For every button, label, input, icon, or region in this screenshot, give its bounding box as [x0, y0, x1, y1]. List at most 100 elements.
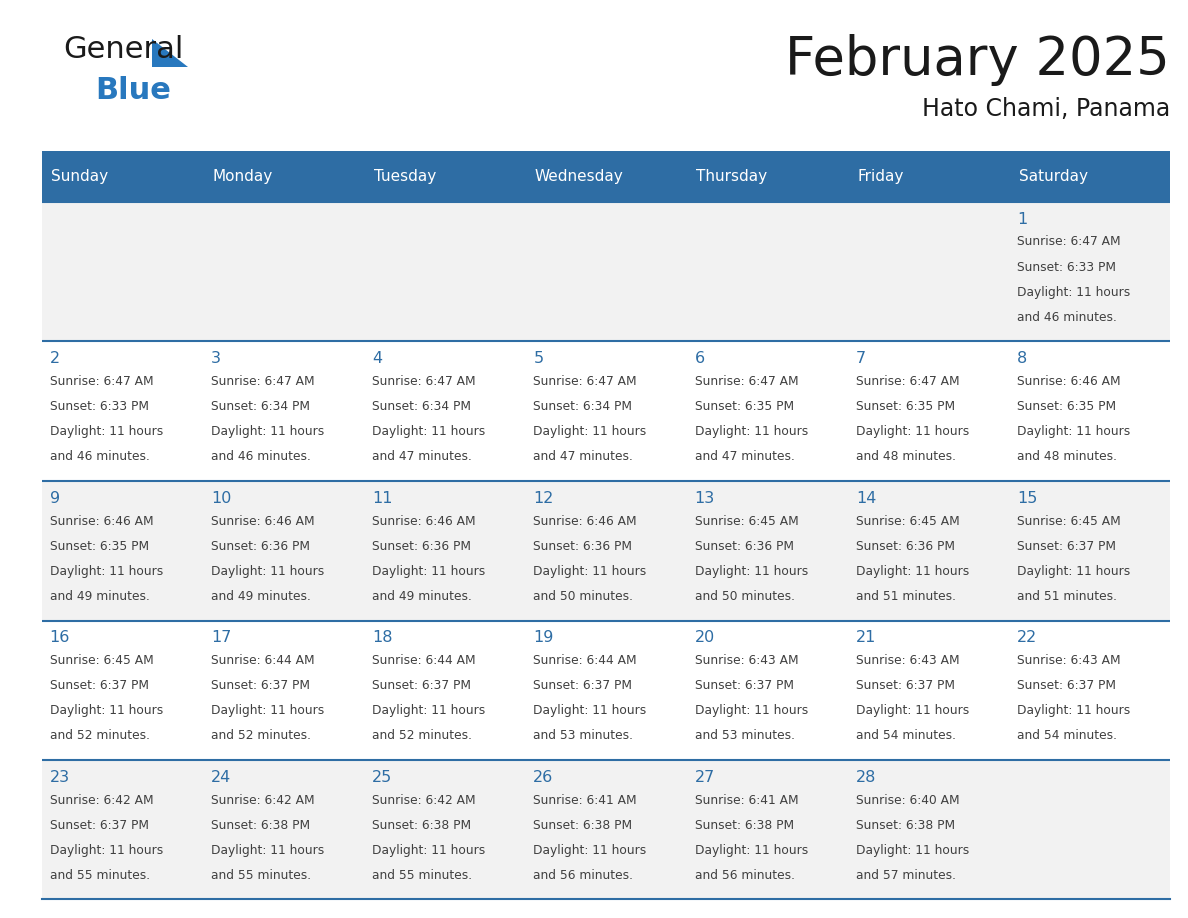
Text: Sunrise: 6:42 AM: Sunrise: 6:42 AM	[372, 793, 475, 807]
Text: and 50 minutes.: and 50 minutes.	[533, 590, 633, 603]
Text: Daylight: 11 hours: Daylight: 11 hours	[855, 844, 969, 856]
Text: Daylight: 11 hours: Daylight: 11 hours	[533, 704, 646, 717]
Text: Sunrise: 6:41 AM: Sunrise: 6:41 AM	[533, 793, 637, 807]
Text: and 55 minutes.: and 55 minutes.	[50, 869, 150, 882]
Text: Sunrise: 6:47 AM: Sunrise: 6:47 AM	[533, 375, 637, 388]
Text: Daylight: 11 hours: Daylight: 11 hours	[695, 565, 808, 577]
Text: Sunset: 6:37 PM: Sunset: 6:37 PM	[1017, 679, 1116, 692]
Text: Sunrise: 6:47 AM: Sunrise: 6:47 AM	[1017, 235, 1120, 249]
Text: 1: 1	[1017, 212, 1028, 227]
Text: Daylight: 11 hours: Daylight: 11 hours	[1017, 704, 1130, 717]
Text: Sunset: 6:35 PM: Sunset: 6:35 PM	[1017, 400, 1117, 413]
Text: Daylight: 11 hours: Daylight: 11 hours	[210, 565, 324, 577]
Text: Sunset: 6:33 PM: Sunset: 6:33 PM	[1017, 261, 1116, 274]
Text: and 46 minutes.: and 46 minutes.	[210, 451, 311, 464]
Text: 18: 18	[372, 631, 392, 645]
Text: 28: 28	[855, 770, 877, 785]
Text: Saturday: Saturday	[1018, 169, 1088, 185]
Text: Sunset: 6:38 PM: Sunset: 6:38 PM	[372, 819, 472, 832]
Text: and 51 minutes.: and 51 minutes.	[1017, 590, 1117, 603]
Text: and 53 minutes.: and 53 minutes.	[695, 730, 795, 743]
Text: Sunset: 6:36 PM: Sunset: 6:36 PM	[533, 540, 632, 553]
Text: and 50 minutes.: and 50 minutes.	[695, 590, 795, 603]
Text: Sunset: 6:37 PM: Sunset: 6:37 PM	[372, 679, 472, 692]
Text: Sunrise: 6:43 AM: Sunrise: 6:43 AM	[855, 654, 960, 667]
Text: Sunset: 6:37 PM: Sunset: 6:37 PM	[533, 679, 632, 692]
Text: 6: 6	[695, 352, 704, 366]
Text: and 48 minutes.: and 48 minutes.	[855, 451, 956, 464]
Text: Sunset: 6:36 PM: Sunset: 6:36 PM	[210, 540, 310, 553]
Text: Sunset: 6:38 PM: Sunset: 6:38 PM	[855, 819, 955, 832]
Text: and 47 minutes.: and 47 minutes.	[372, 451, 472, 464]
Text: and 47 minutes.: and 47 minutes.	[695, 451, 795, 464]
Text: Daylight: 11 hours: Daylight: 11 hours	[533, 425, 646, 438]
Text: Sunrise: 6:47 AM: Sunrise: 6:47 AM	[695, 375, 798, 388]
Text: Sunrise: 6:46 AM: Sunrise: 6:46 AM	[372, 514, 475, 528]
Text: and 53 minutes.: and 53 minutes.	[533, 730, 633, 743]
Text: Sunrise: 6:43 AM: Sunrise: 6:43 AM	[695, 654, 798, 667]
Text: 25: 25	[372, 770, 392, 785]
Text: and 57 minutes.: and 57 minutes.	[855, 869, 956, 882]
Text: Hato Chami, Panama: Hato Chami, Panama	[922, 96, 1170, 121]
Text: Sunset: 6:38 PM: Sunset: 6:38 PM	[695, 819, 794, 832]
Text: Daylight: 11 hours: Daylight: 11 hours	[533, 844, 646, 856]
Text: Sunrise: 6:45 AM: Sunrise: 6:45 AM	[695, 514, 798, 528]
Text: Sunset: 6:34 PM: Sunset: 6:34 PM	[210, 400, 310, 413]
Text: 24: 24	[210, 770, 232, 785]
Text: 19: 19	[533, 631, 554, 645]
Text: and 54 minutes.: and 54 minutes.	[855, 730, 956, 743]
Text: Daylight: 11 hours: Daylight: 11 hours	[210, 704, 324, 717]
Text: Sunset: 6:38 PM: Sunset: 6:38 PM	[533, 819, 632, 832]
Text: and 56 minutes.: and 56 minutes.	[533, 869, 633, 882]
Text: and 52 minutes.: and 52 minutes.	[372, 730, 472, 743]
Text: Daylight: 11 hours: Daylight: 11 hours	[1017, 425, 1130, 438]
Text: Daylight: 11 hours: Daylight: 11 hours	[695, 704, 808, 717]
Text: and 47 minutes.: and 47 minutes.	[533, 451, 633, 464]
Text: and 52 minutes.: and 52 minutes.	[50, 730, 150, 743]
Text: Sunrise: 6:46 AM: Sunrise: 6:46 AM	[50, 514, 153, 528]
Polygon shape	[152, 39, 188, 67]
Text: Sunrise: 6:47 AM: Sunrise: 6:47 AM	[50, 375, 153, 388]
Text: Daylight: 11 hours: Daylight: 11 hours	[50, 844, 163, 856]
Text: 5: 5	[533, 352, 543, 366]
Text: Sunset: 6:35 PM: Sunset: 6:35 PM	[855, 400, 955, 413]
Text: and 46 minutes.: and 46 minutes.	[1017, 311, 1117, 324]
Text: 27: 27	[695, 770, 715, 785]
Text: Daylight: 11 hours: Daylight: 11 hours	[695, 844, 808, 856]
Text: and 48 minutes.: and 48 minutes.	[1017, 451, 1117, 464]
Text: and 52 minutes.: and 52 minutes.	[210, 730, 311, 743]
Text: Thursday: Thursday	[696, 169, 767, 185]
Text: Sunset: 6:36 PM: Sunset: 6:36 PM	[695, 540, 794, 553]
Text: Daylight: 11 hours: Daylight: 11 hours	[210, 844, 324, 856]
Text: Sunrise: 6:44 AM: Sunrise: 6:44 AM	[533, 654, 637, 667]
Text: 11: 11	[372, 491, 392, 506]
Text: Sunrise: 6:45 AM: Sunrise: 6:45 AM	[50, 654, 153, 667]
Text: Sunrise: 6:45 AM: Sunrise: 6:45 AM	[1017, 514, 1120, 528]
Text: Daylight: 11 hours: Daylight: 11 hours	[855, 565, 969, 577]
Text: Sunrise: 6:46 AM: Sunrise: 6:46 AM	[210, 514, 315, 528]
Text: Sunrise: 6:42 AM: Sunrise: 6:42 AM	[210, 793, 315, 807]
Text: 15: 15	[1017, 491, 1037, 506]
Text: Daylight: 11 hours: Daylight: 11 hours	[533, 565, 646, 577]
Text: Blue: Blue	[95, 76, 171, 105]
Text: Sunset: 6:37 PM: Sunset: 6:37 PM	[50, 679, 148, 692]
Text: Daylight: 11 hours: Daylight: 11 hours	[855, 704, 969, 717]
Text: Sunrise: 6:41 AM: Sunrise: 6:41 AM	[695, 793, 798, 807]
Text: and 55 minutes.: and 55 minutes.	[372, 869, 472, 882]
Text: and 51 minutes.: and 51 minutes.	[855, 590, 956, 603]
Text: Sunrise: 6:44 AM: Sunrise: 6:44 AM	[372, 654, 475, 667]
Text: 8: 8	[1017, 352, 1028, 366]
Text: Sunset: 6:37 PM: Sunset: 6:37 PM	[855, 679, 955, 692]
Text: Daylight: 11 hours: Daylight: 11 hours	[372, 425, 486, 438]
Text: Daylight: 11 hours: Daylight: 11 hours	[855, 425, 969, 438]
Text: 23: 23	[50, 770, 70, 785]
Text: Sunrise: 6:45 AM: Sunrise: 6:45 AM	[855, 514, 960, 528]
Text: 13: 13	[695, 491, 715, 506]
Text: February 2025: February 2025	[785, 33, 1170, 85]
Text: 10: 10	[210, 491, 232, 506]
Text: Daylight: 11 hours: Daylight: 11 hours	[372, 704, 486, 717]
Text: 26: 26	[533, 770, 554, 785]
Text: Sunset: 6:34 PM: Sunset: 6:34 PM	[533, 400, 632, 413]
Text: and 46 minutes.: and 46 minutes.	[50, 451, 150, 464]
Text: Sunrise: 6:40 AM: Sunrise: 6:40 AM	[855, 793, 960, 807]
